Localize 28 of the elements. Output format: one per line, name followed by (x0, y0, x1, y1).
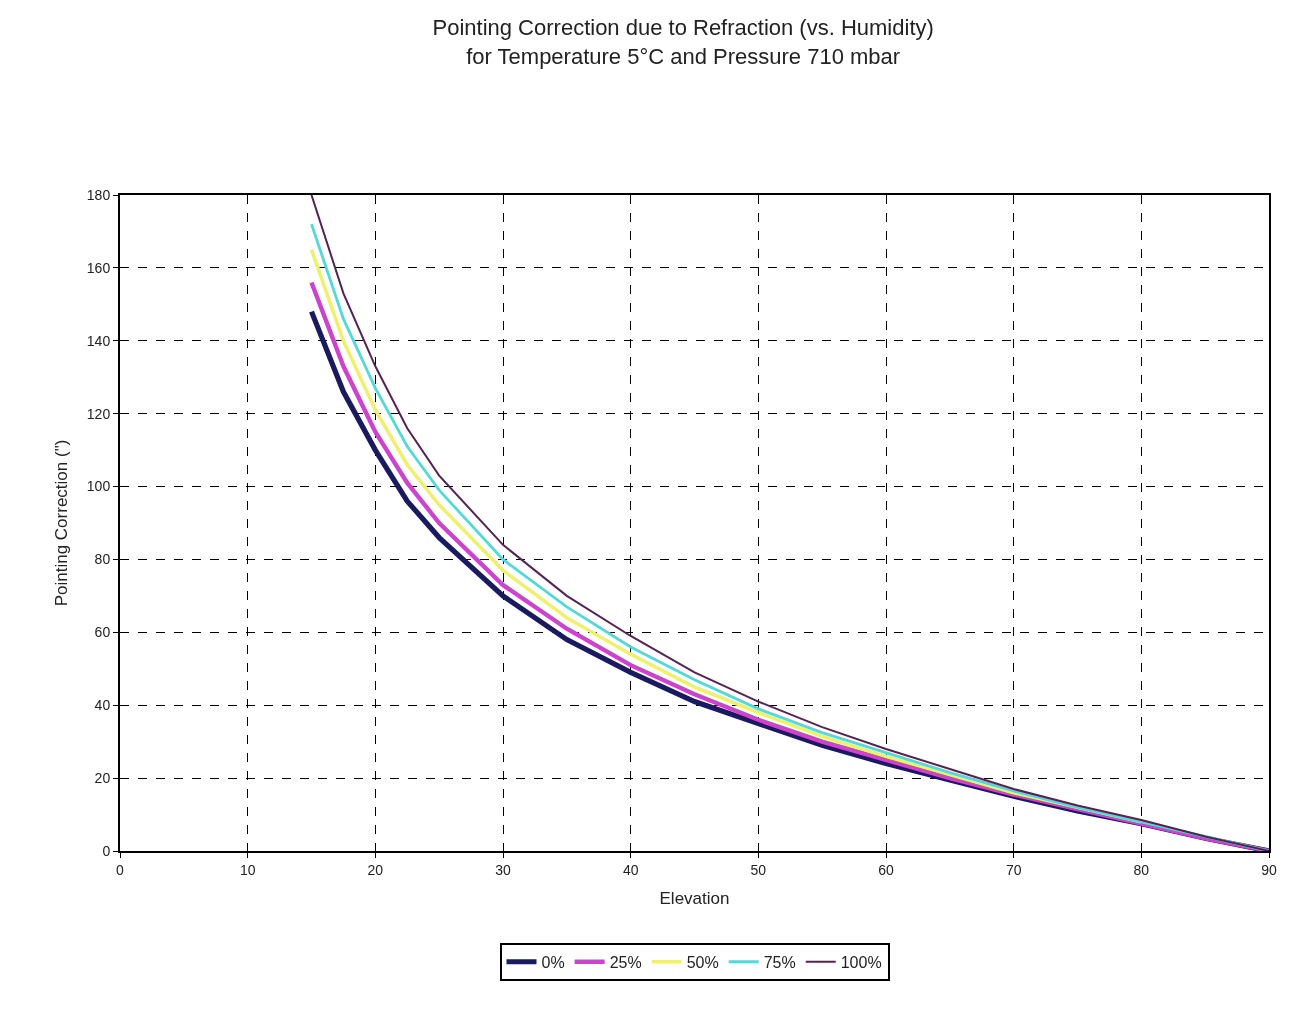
x-tick-label: 0 (116, 861, 125, 878)
x-tick-label: 90 (1261, 861, 1277, 878)
x-tick-label: 10 (239, 861, 256, 878)
x-tick-label: 50 (750, 861, 767, 878)
y-tick-label: 40 (94, 697, 111, 714)
y-tick-label: 160 (86, 259, 111, 276)
legend-label: 0% (541, 953, 565, 971)
x-tick-label: 40 (622, 861, 639, 878)
y-tick-label: 60 (94, 624, 111, 641)
y-tick-label: 100 (86, 478, 111, 495)
y-axis-title: Pointing Correction (") (51, 439, 71, 607)
y-tick-label: 0 (102, 842, 111, 859)
y-tick-label: 140 (86, 332, 111, 349)
legend-label: 75% (763, 953, 796, 971)
y-tick-label: 180 (86, 186, 111, 203)
x-tick-label: 60 (878, 861, 894, 878)
y-tick-label: 120 (86, 405, 111, 422)
chart-title: Pointing Correction due to Refraction (vs. Humidity) for Temperature 5°C and Pressure 710 mbar (432, 15, 934, 69)
x-tick-label: 20 (367, 861, 384, 878)
legend-label: 100% (840, 953, 882, 971)
x-axis-title: Elevation (659, 888, 730, 908)
x-tick-label: 30 (495, 861, 511, 878)
y-tick-label: 80 (94, 551, 111, 568)
x-tick-label: 80 (1133, 861, 1150, 878)
y-tick-label: 20 (94, 770, 111, 787)
legend-label: 25% (609, 953, 642, 971)
x-tick-label: 70 (1005, 861, 1022, 878)
legend-label: 50% (686, 953, 719, 971)
